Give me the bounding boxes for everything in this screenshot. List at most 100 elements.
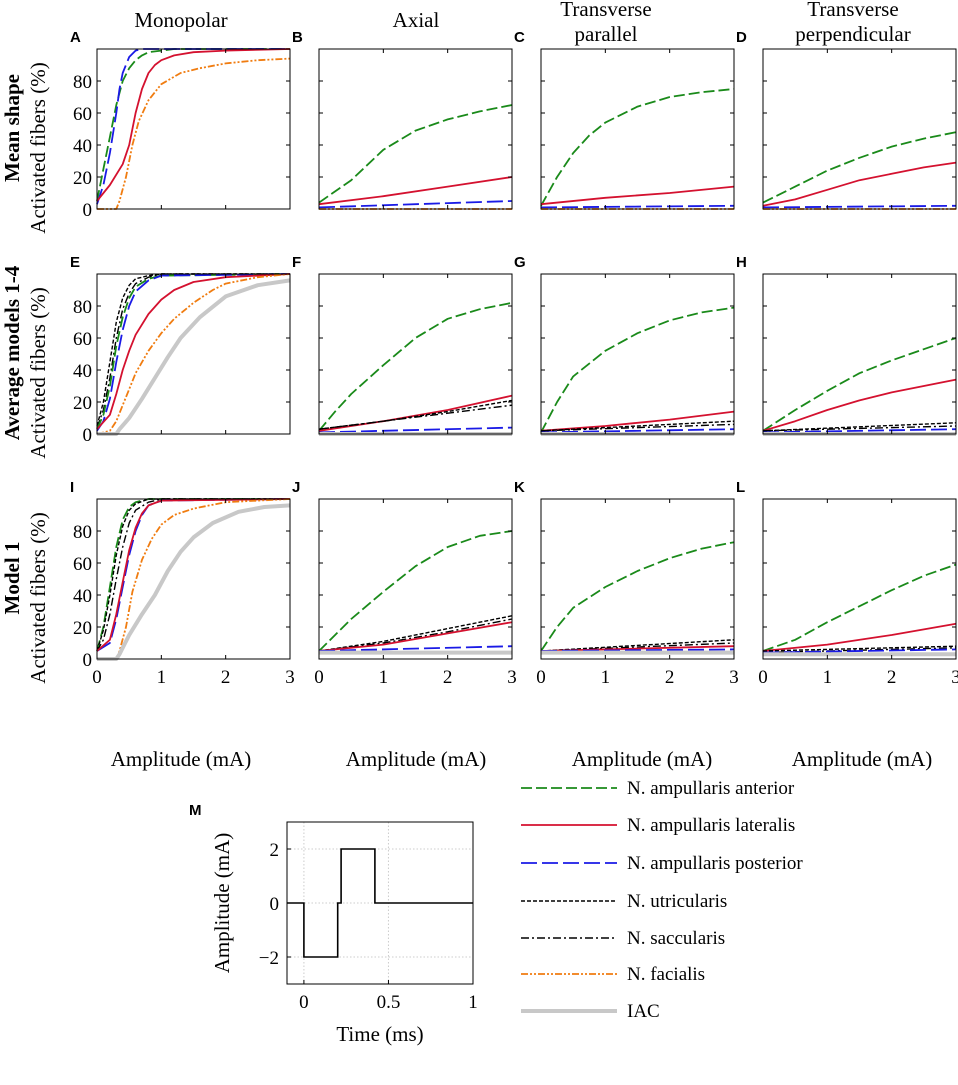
y-tick-label: 40 [73,586,92,607]
series-line-lat [96,48,291,202]
series-line-utr [318,615,513,652]
x-tick-label: 0 [92,667,102,688]
plot-frame [762,48,957,210]
series-line-post [318,200,513,209]
panel-letter: J [292,479,300,496]
y-tick-label: −2 [259,948,279,969]
series-line-lat [540,410,735,432]
series-line-lat [318,176,513,206]
series-line-post [540,428,735,434]
panel-C: C [514,29,735,210]
x-axis-label: Amplitude (mA) [111,747,252,771]
legend-label: N. ampullaris lateralis [627,815,795,836]
series-line-sac [318,404,513,430]
panel-M: M −2 0 2 0 0.5 1 Time (ms) Amplitude (mA) [189,802,478,1046]
series-line-fac [97,57,291,210]
legend: N. ampullaris anterior N. ampullaris late… [521,778,803,1022]
plot-frame [318,498,513,660]
x-axis-label: Time (ms) [336,1022,423,1046]
x-tick-label: 2 [665,667,675,688]
series-line-post [762,428,957,434]
panel-A: A 0 20 40 60 80 [70,29,291,221]
panel-I: I 0 20 40 60 80 0 1 2 3 [70,479,295,688]
legend-label: N. utricularis [627,891,727,912]
series-line-utr [96,498,290,652]
panel-letter: C [514,29,525,46]
plot-frame [96,48,291,210]
x-axis-label: Amplitude (mA) [792,747,933,771]
x-axis-label: Amplitude (mA) [572,747,713,771]
panel-letter: B [292,29,303,46]
x-tick-label: 1 [601,667,611,688]
panel-letter: E [70,254,80,271]
x-tick-label: 0.5 [377,992,401,1013]
series-line-ant [96,48,290,202]
plot-frame [96,498,291,660]
series-line-ant [96,273,291,430]
legend-label: N. saccularis [627,928,725,949]
y-tick-label: 80 [73,72,92,93]
column-title-4: perpendicular [795,22,910,46]
series-line-ant [540,306,735,433]
column-title-1: Monopolar [134,8,227,32]
legend-label: N. facialis [627,964,705,985]
y-tick-label: 20 [73,618,92,639]
y-tick-label: 60 [73,329,92,350]
series-line-post [96,48,290,205]
panel-letter: G [514,254,526,271]
series-line-utr [96,273,290,427]
panel-F: F [292,254,513,436]
series-line-ant [762,131,957,204]
series-line-post [540,204,735,209]
column-title-2: Axial [393,8,440,32]
y-tick-label: 20 [73,393,92,414]
x-tick-label: 3 [951,667,958,688]
series-line-post [318,645,513,652]
panel-D: D [736,29,957,210]
panel-letter: L [736,479,745,496]
y-tick-label: 80 [73,522,92,543]
legend-label: N. ampullaris posterior [627,853,803,874]
panel-letter: F [292,254,301,271]
panel-E: E 0 20 40 60 80 [70,254,291,446]
plot-frame [540,273,735,435]
plot-frame [540,48,735,210]
x-tick-label: 2 [221,667,231,688]
plot-frame [96,273,291,435]
plot-frame [762,498,957,660]
panel-H: H [736,254,957,436]
x-tick-label: 0 [536,667,546,688]
x-tick-label: 0 [299,992,309,1013]
x-axis-label: Amplitude (mA) [346,747,487,771]
legend-item-iac: IAC [521,1001,660,1022]
row-label-1: Mean shape [0,74,24,182]
series-line-post [762,204,957,209]
series-line-post [762,648,957,654]
series-line-fac [97,498,291,660]
series-line-ant [318,530,513,652]
panel-J: J 0 1 2 3 [292,479,517,688]
y-tick-label: 80 [73,297,92,318]
legend-item-fac: N. facialis [521,964,705,985]
y-tick-label: 40 [73,136,92,157]
y-tick-label: 60 [73,104,92,125]
series-line-lat [762,161,957,207]
plot-frame [318,273,513,435]
x-tick-label: 0 [758,667,768,688]
y-tick-label: 20 [73,168,92,189]
x-tick-label: 3 [507,667,517,688]
x-tick-label: 1 [468,992,478,1013]
series-line-iac [97,503,291,661]
panel-B: B [292,29,513,210]
panel-letter: K [514,479,525,496]
series-line-lat [762,378,957,432]
legend-label: N. ampullaris anterior [627,778,795,799]
legend-item-utr: N. utricularis [521,891,727,912]
x-tick-label: 1 [379,667,389,688]
y-tick-label: 0 [270,894,280,915]
panel-L: L 0 1 2 3 [736,479,958,688]
series-line-utr [762,645,957,652]
panel-letter: D [736,29,747,46]
legend-item-lat: N. ampullaris lateralis [521,815,795,836]
x-tick-label: 0 [314,667,324,688]
